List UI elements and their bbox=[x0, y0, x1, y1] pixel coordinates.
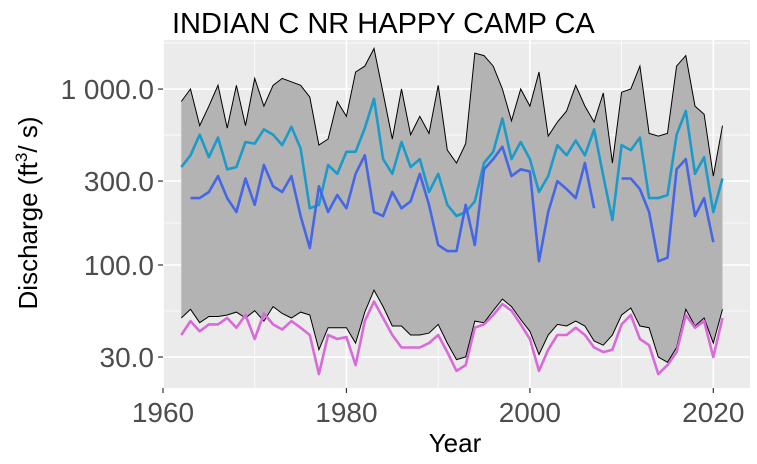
series-layer bbox=[180, 97, 724, 376]
series-line-3 bbox=[621, 157, 715, 263]
range-band-layer bbox=[180, 47, 723, 363]
x-tick-label: 1980 bbox=[315, 397, 377, 428]
band-upper-edge bbox=[180, 47, 723, 177]
y-tick-label: 1 000.0 bbox=[61, 74, 154, 105]
series-line-2 bbox=[190, 145, 596, 263]
y-tick-label: 100.0 bbox=[84, 250, 154, 281]
x-axis-title: Year bbox=[429, 428, 482, 458]
range-band bbox=[181, 48, 723, 363]
series-line-4 bbox=[180, 300, 724, 376]
x-tick-label: 2020 bbox=[682, 397, 744, 428]
y-axis: 30.0 100.0 300.0 1 000.0 bbox=[61, 74, 163, 373]
y-axis-title: Discharge (ft3/ s) bbox=[12, 117, 43, 310]
x-tick-label: 2000 bbox=[499, 397, 561, 428]
chart-title: INDIAN C NR HAPPY CAMP CA bbox=[172, 8, 595, 40]
band-lower-edge bbox=[180, 288, 723, 363]
y-tick-label: 30.0 bbox=[100, 342, 155, 373]
y-tick-label: 300.0 bbox=[84, 166, 154, 197]
x-axis: 1960 1980 2000 2020 bbox=[132, 388, 744, 428]
y-axis-title-superscript: 3 bbox=[12, 153, 31, 162]
series-line-1 bbox=[180, 97, 724, 222]
x-tick-label: 1960 bbox=[132, 397, 194, 428]
y-axis-title-prefix: Discharge (ft bbox=[13, 161, 43, 309]
y-axis-title-suffix: / s) bbox=[13, 117, 43, 153]
